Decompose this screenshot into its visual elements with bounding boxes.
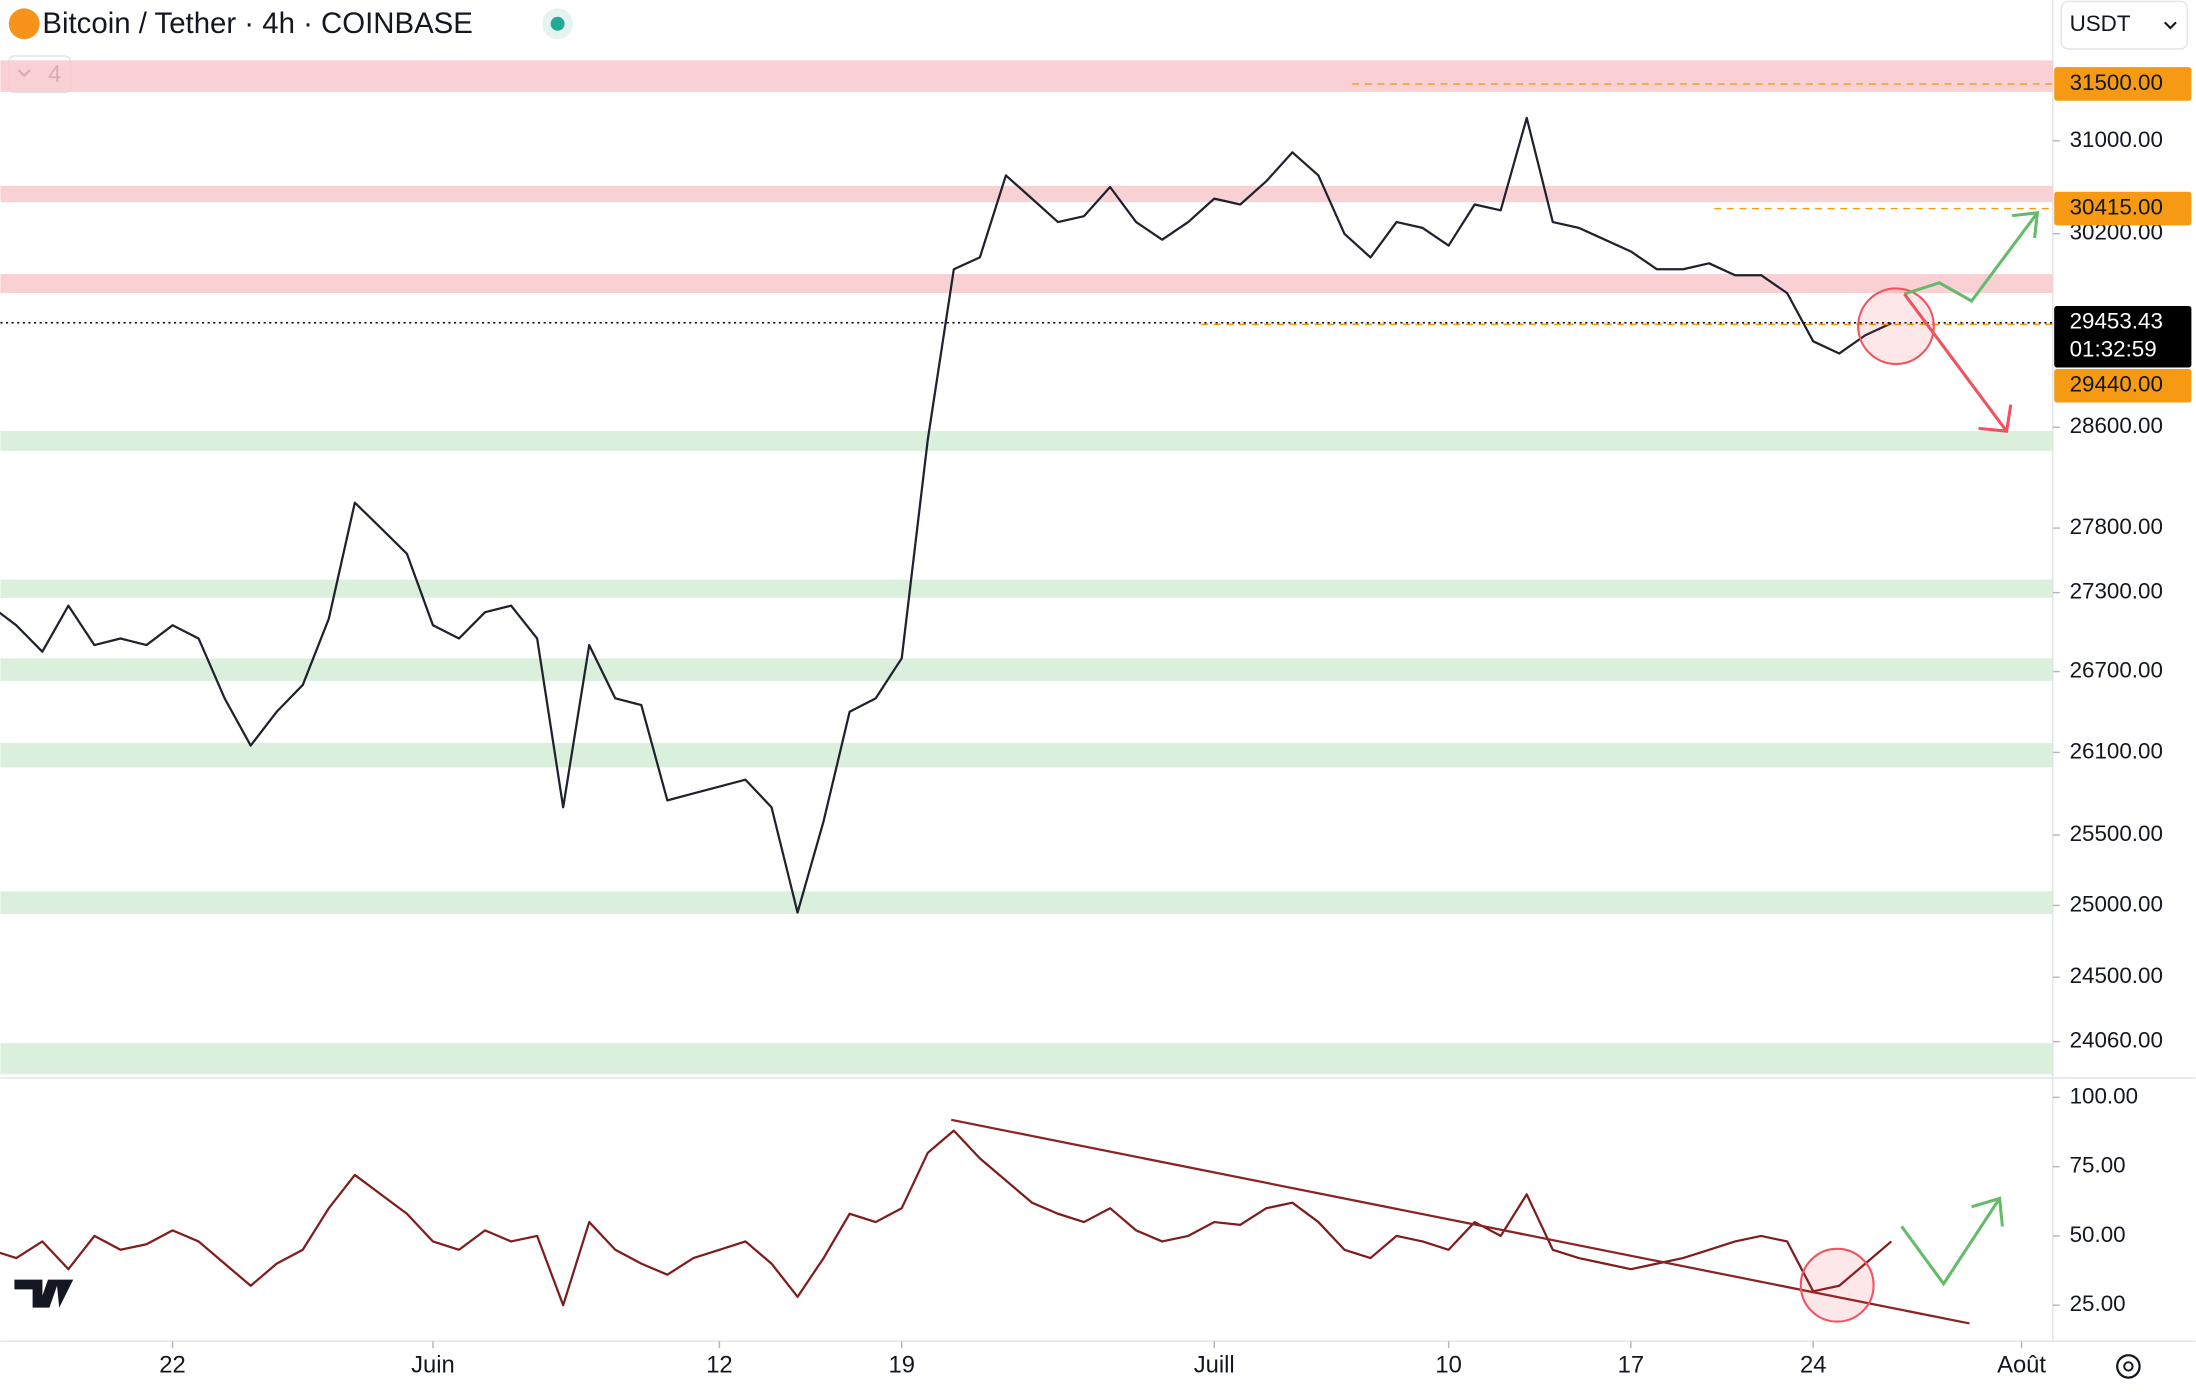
header: Bitcoin / Tether · 4h · COINBASE 4 USDT [8,0,2188,94]
currency-label: USDT [2070,11,2131,36]
x-tick-label: 19 [889,1352,915,1379]
y-tick-label: 50.00 [2070,1222,2126,1247]
price-label: 30415.00 [2070,194,2163,219]
bullish-arrow [1900,1197,2001,1287]
price-label-box [2054,368,2192,403]
status-dot [550,16,565,31]
price-label: 29440.00 [2070,372,2163,397]
price-zone [0,274,2053,294]
x-tick-label: Juin [411,1352,455,1379]
y-tick-label: 25500.00 [2070,821,2163,846]
bullish-arrow [1903,211,2039,304]
price-zone [0,891,2053,914]
y-tick-label: 25000.00 [2070,891,2163,916]
highlight-circle [1799,1247,1875,1323]
y-tick-label: 27800.00 [2070,514,2163,539]
price-zone [0,60,2053,92]
y-tick-label: 75.00 [2070,1153,2126,1178]
price-zone [0,658,2053,681]
y-tick-label: 100.00 [2070,1083,2138,1108]
x-tick-label: Juill [1194,1352,1235,1379]
x-tick-label: 22 [159,1352,185,1379]
price-label-box [2054,67,2192,101]
price-zone [0,742,2053,768]
price-label: 31500.00 [2070,70,2163,95]
bearish-arrow [1903,293,2008,433]
countdown-label: 01:32:59 [2070,337,2157,362]
bitcoin-icon [8,8,40,40]
price-label-box [2054,191,2192,226]
price-label-box [2054,305,2192,368]
annotations [14,211,2141,1379]
price-line [0,1129,1893,1307]
y-tick-label: 24060.00 [2070,1028,2163,1053]
price-zone [0,579,2053,598]
y-tick-label: 25.00 [2070,1291,2126,1316]
settings-icon-center [2123,1361,2134,1372]
currency-select[interactable] [2060,0,2188,50]
y-tick-label: 28600.00 [2070,413,2163,438]
y-tick-label: 24500.00 [2070,963,2163,988]
trendline [950,1118,1970,1325]
y-tick-label: 26700.00 [2070,658,2163,683]
arrow-head [1971,1196,2004,1227]
chevron-icon [2164,21,2177,30]
settings-icon[interactable] [2116,1354,2141,1379]
brand-logo [14,1279,74,1308]
arrow-head [1978,404,2013,433]
y-tick-label: 26100.00 [2070,738,2163,763]
y-tick-label: 31000.00 [2070,127,2163,152]
x-tick-label: 10 [1435,1352,1461,1379]
price-line [0,116,1892,914]
chart-title: Bitcoin / Tether · 4h · COINBASE [42,7,472,40]
y-tick-label: 27300.00 [2070,579,2163,604]
x-tick-label: 12 [706,1352,732,1379]
price-label: 29453.43 [2070,309,2163,334]
price-zone [0,1043,2053,1075]
price-zone [0,430,2053,451]
x-tick-label: Août [1997,1352,2046,1379]
x-tick-label: 17 [1618,1352,1644,1379]
arrow-head [2012,211,2040,239]
x-tick-label: 24 [1800,1352,1826,1379]
highlight-circle [1857,287,1935,366]
